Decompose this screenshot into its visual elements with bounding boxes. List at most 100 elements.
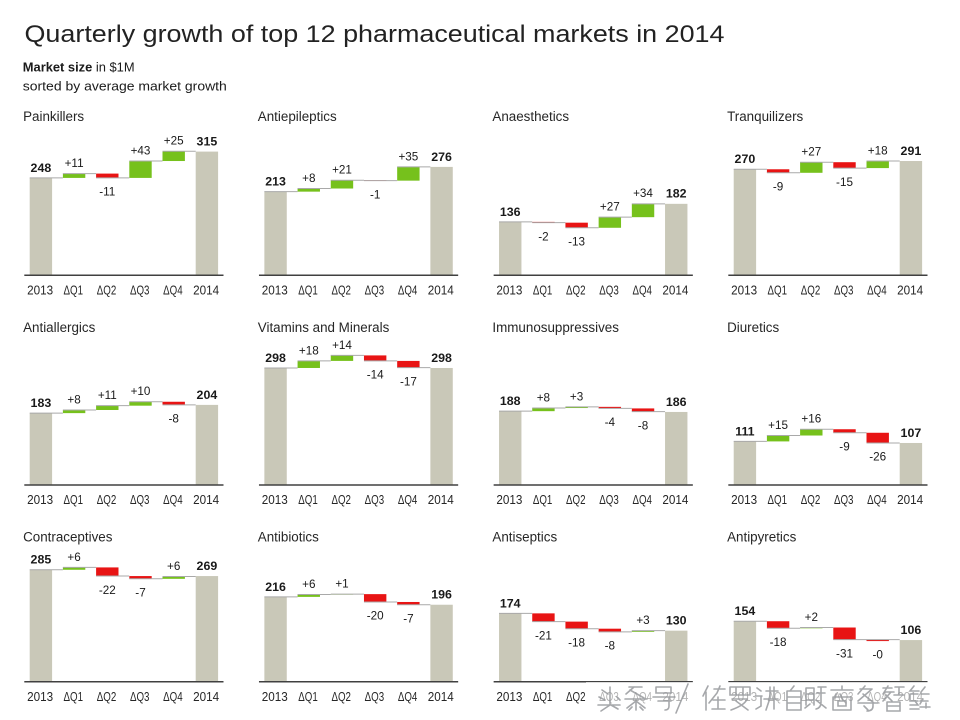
svg-text:315: 315 [197, 135, 218, 149]
svg-text:ΔQ1: ΔQ1 [298, 283, 318, 298]
svg-text:Tranquilizers: Tranquilizers [727, 109, 803, 124]
svg-text:-14: -14 [367, 369, 384, 382]
svg-text:ΔQ2: ΔQ2 [331, 283, 351, 298]
svg-text:186: 186 [666, 395, 687, 409]
svg-text:+11: +11 [65, 157, 84, 170]
svg-text:2014: 2014 [662, 492, 688, 507]
svg-text:ΔQ1: ΔQ1 [533, 492, 553, 507]
svg-text:Anaesthetics: Anaesthetics [492, 109, 569, 124]
svg-text:2013: 2013 [27, 283, 53, 298]
svg-text:-8: -8 [638, 419, 648, 432]
svg-text:+27: +27 [801, 146, 821, 159]
svg-text:182: 182 [666, 187, 687, 201]
svg-text:ΔQ1: ΔQ1 [768, 283, 788, 298]
svg-text:+8: +8 [302, 172, 315, 185]
svg-text:-18: -18 [770, 636, 787, 649]
svg-text:Vitamins and Minerals: Vitamins and Minerals [258, 320, 390, 335]
svg-text:130: 130 [666, 614, 687, 628]
svg-text:136: 136 [500, 205, 521, 219]
svg-text:ΔQ2: ΔQ2 [331, 689, 351, 704]
svg-text:ΔQ4: ΔQ4 [163, 283, 183, 298]
svg-text:2014: 2014 [428, 492, 454, 507]
svg-text:+11: +11 [98, 389, 117, 402]
svg-text:ΔQ2: ΔQ2 [97, 492, 117, 507]
svg-text:ΔQ1: ΔQ1 [768, 492, 788, 507]
svg-text:ΔQ3: ΔQ3 [365, 492, 385, 507]
svg-text:ΔQ4: ΔQ4 [398, 283, 418, 298]
svg-text:-15: -15 [836, 176, 853, 189]
svg-text:2014: 2014 [897, 492, 923, 507]
svg-text:+21: +21 [332, 164, 352, 177]
svg-text:248: 248 [31, 161, 52, 175]
svg-text:188: 188 [500, 394, 521, 408]
svg-text:+6: +6 [67, 551, 80, 564]
svg-text:ΔQ3: ΔQ3 [130, 283, 150, 298]
svg-text:+8: +8 [537, 391, 550, 404]
svg-text:2013: 2013 [262, 283, 288, 298]
svg-text:ΔQ3: ΔQ3 [365, 689, 385, 704]
svg-text:ΔQ2: ΔQ2 [801, 283, 821, 298]
svg-text:-11: -11 [99, 186, 115, 199]
svg-text:2013: 2013 [496, 492, 522, 507]
svg-text:Antipyretics: Antipyretics [727, 530, 797, 545]
svg-text:2013: 2013 [496, 283, 522, 298]
svg-text:ΔQ3: ΔQ3 [365, 283, 385, 298]
svg-text:2014: 2014 [193, 689, 219, 704]
svg-text:+6: +6 [302, 578, 315, 591]
svg-text:Quarterly growth of top 12 pha: Quarterly growth of top 12 pharmaceutica… [25, 21, 725, 48]
svg-text:ΔQ1: ΔQ1 [533, 689, 553, 704]
svg-text:2014: 2014 [897, 283, 923, 298]
svg-text:204: 204 [197, 388, 218, 402]
svg-text:291: 291 [901, 144, 922, 158]
svg-text:ΔQ4: ΔQ4 [632, 492, 652, 507]
svg-text:Painkillers: Painkillers [23, 109, 84, 124]
svg-text:ΔQ1: ΔQ1 [64, 689, 84, 704]
svg-text:ΔQ4: ΔQ4 [632, 283, 652, 298]
svg-text:2013: 2013 [27, 689, 53, 704]
svg-text:ΔQ3: ΔQ3 [834, 283, 854, 298]
svg-text:+3: +3 [636, 614, 649, 627]
svg-text:174: 174 [500, 596, 521, 610]
svg-text:+10: +10 [131, 385, 151, 398]
svg-text:+1: +1 [335, 578, 348, 591]
svg-text:+27: +27 [600, 201, 620, 214]
svg-text:Antiepileptics: Antiepileptics [258, 109, 337, 124]
svg-text:269: 269 [197, 559, 218, 573]
svg-text:-21: -21 [535, 629, 552, 642]
svg-text:ΔQ1: ΔQ1 [533, 283, 553, 298]
svg-text:2014: 2014 [193, 283, 219, 298]
svg-text:285: 285 [31, 553, 52, 567]
svg-text:ΔQ2: ΔQ2 [566, 283, 586, 298]
svg-text:2013: 2013 [262, 689, 288, 704]
svg-text:ΔQ1: ΔQ1 [298, 492, 318, 507]
svg-text:2014: 2014 [428, 283, 454, 298]
svg-text:2014: 2014 [428, 689, 454, 704]
svg-text:ΔQ1: ΔQ1 [64, 492, 84, 507]
svg-text:+16: +16 [801, 413, 821, 426]
svg-text:ΔQ3: ΔQ3 [599, 492, 619, 507]
svg-text:107: 107 [901, 426, 922, 440]
svg-text:+34: +34 [633, 187, 653, 200]
svg-text:-22: -22 [99, 584, 116, 597]
svg-text:ΔQ2: ΔQ2 [566, 689, 586, 704]
svg-text:ΔQ1: ΔQ1 [298, 689, 318, 704]
svg-text:2013: 2013 [496, 689, 522, 704]
svg-text:+25: +25 [164, 135, 184, 148]
svg-text:+18: +18 [299, 344, 319, 357]
svg-text:106: 106 [901, 623, 922, 637]
svg-text:-7: -7 [135, 587, 145, 600]
svg-text:ΔQ4: ΔQ4 [398, 492, 418, 507]
svg-text:196: 196 [431, 588, 452, 602]
svg-text:ΔQ2: ΔQ2 [97, 283, 117, 298]
svg-text:+18: +18 [868, 144, 888, 157]
svg-text:-9: -9 [839, 441, 849, 454]
svg-text:+8: +8 [67, 393, 80, 406]
svg-text:+14: +14 [332, 339, 352, 352]
svg-text:-4: -4 [605, 416, 616, 429]
svg-text:2013: 2013 [27, 492, 53, 507]
svg-text:ΔQ4: ΔQ4 [163, 689, 183, 704]
svg-text:276: 276 [431, 150, 452, 164]
svg-text:+3: +3 [570, 390, 583, 403]
svg-text:ΔQ3: ΔQ3 [834, 492, 854, 507]
svg-text:-31: -31 [836, 647, 853, 660]
